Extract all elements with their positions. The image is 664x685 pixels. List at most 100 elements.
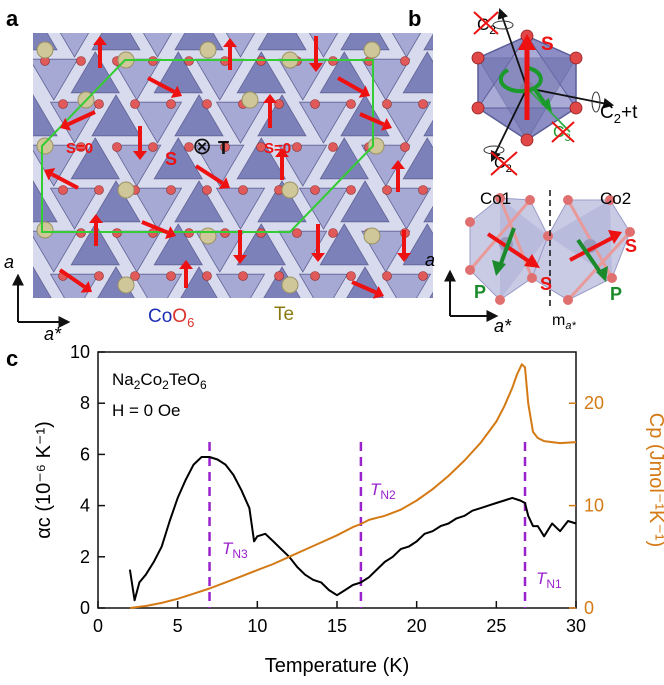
spin-arrow bbox=[194, 164, 224, 185]
compound-label: Na2Co2TeO6 bbox=[112, 370, 207, 392]
spin-arrowhead bbox=[93, 36, 107, 45]
x-tick-label: 20 bbox=[407, 616, 427, 636]
x-tick-label: 30 bbox=[566, 616, 586, 636]
oxygen-atom bbox=[202, 99, 212, 109]
oxygen-atom bbox=[310, 99, 320, 109]
oxygen-atom bbox=[382, 185, 392, 195]
c2-bottom-label: C2 bbox=[494, 155, 512, 175]
spin-arrowhead bbox=[391, 160, 405, 169]
coo6-octahedron bbox=[381, 187, 432, 230]
legend-coo6: CoO6 bbox=[148, 306, 194, 330]
coo6-octahedron bbox=[320, 310, 368, 351]
axis-a-label: a bbox=[4, 252, 14, 272]
oxygen-atom bbox=[94, 271, 104, 281]
oxygen-atom bbox=[148, 142, 158, 152]
coo6-octahedron bbox=[298, 101, 349, 144]
spin-arrowhead bbox=[89, 214, 103, 223]
oxygen-atom bbox=[166, 271, 176, 281]
oxygen-atom bbox=[382, 271, 392, 281]
coo6-octahedron bbox=[319, 137, 369, 180]
coo6-octahedron bbox=[132, 187, 183, 230]
te-atom bbox=[36, 41, 54, 59]
te-atom bbox=[367, 137, 385, 155]
coo6-octahedron bbox=[59, 33, 90, 58]
coo6-octahedron bbox=[236, 137, 286, 180]
oxygen-atom bbox=[220, 142, 230, 152]
spin-arrowhead bbox=[218, 177, 230, 189]
b-axis-a-label: a bbox=[425, 250, 435, 270]
oxygen-atom bbox=[274, 271, 284, 281]
spin-arrowhead bbox=[275, 148, 289, 157]
oxygen-atom bbox=[94, 185, 104, 195]
oxygen-atom bbox=[130, 271, 140, 281]
spin-arrowhead bbox=[165, 226, 176, 240]
oxygen-atom bbox=[274, 99, 284, 109]
te-atom bbox=[117, 276, 135, 294]
coo6-octahedron bbox=[319, 51, 369, 94]
oxygen-atom bbox=[437, 143, 446, 152]
oxygen-atom bbox=[58, 185, 68, 195]
oxygen-atom bbox=[257, 315, 266, 324]
coo6-octahedron bbox=[429, 291, 433, 298]
c2t-label: C2+t bbox=[600, 102, 638, 126]
coo6-octahedron bbox=[423, 33, 433, 51]
oxygen-atom bbox=[202, 271, 212, 281]
spin-arrowhead bbox=[311, 253, 325, 262]
t-label: T bbox=[218, 138, 229, 158]
oxygen-atom bbox=[365, 315, 374, 324]
te-atom bbox=[36, 221, 54, 239]
oxygen-atom bbox=[437, 229, 446, 238]
panel-b-letter: b bbox=[408, 6, 421, 31]
oxygen-atom bbox=[113, 315, 122, 324]
oxygen-atom bbox=[455, 272, 464, 281]
oxygen-atom bbox=[346, 99, 356, 109]
x-tick-label: 25 bbox=[486, 616, 506, 636]
co1-polarization-arrow bbox=[498, 227, 516, 267]
b-axis-astar-label: a* bbox=[494, 316, 512, 336]
spin-arrowhead bbox=[170, 85, 182, 98]
oxygen-atom bbox=[310, 271, 320, 281]
coo6-octahedron bbox=[33, 94, 58, 137]
spin-arrowhead bbox=[380, 117, 392, 131]
panel-c-letter: c bbox=[6, 346, 18, 371]
oxygen-atom bbox=[256, 142, 266, 152]
co2-polarization-arrow bbox=[576, 238, 602, 274]
coo6-octahedron bbox=[132, 101, 183, 144]
spin-arrow bbox=[359, 112, 385, 127]
coo6-octahedron bbox=[402, 223, 433, 266]
tn3-label: TN3 bbox=[222, 539, 248, 561]
oxygen-atom bbox=[328, 142, 338, 152]
c2-axis-bottom-arrow bbox=[490, 87, 528, 162]
coo6-octahedron bbox=[278, 230, 328, 273]
coo6-octahedron bbox=[278, 144, 328, 187]
spin-s-top-label: S bbox=[541, 34, 554, 55]
y-left-tick-label: 6 bbox=[80, 444, 90, 464]
spin-arrows bbox=[44, 36, 411, 299]
coo6-octahedron bbox=[340, 180, 390, 223]
oxygen-atom bbox=[400, 142, 410, 152]
data-series bbox=[128, 363, 577, 609]
oxygen-atom bbox=[329, 315, 338, 324]
plot-frame bbox=[97, 351, 577, 609]
oxygen-atom bbox=[418, 99, 428, 109]
te-atom bbox=[36, 137, 54, 155]
panel-a: a S=0 S=0 S ⊗ T a a* CoO6 Te bbox=[4, 6, 464, 351]
c2-axis-top-arrow bbox=[497, 7, 528, 89]
cp-curve bbox=[129, 363, 577, 609]
co1-spin-arrow bbox=[486, 232, 532, 264]
spin-arrowhead bbox=[397, 253, 411, 262]
oxygen-atom bbox=[437, 315, 446, 324]
oxygen-atom bbox=[221, 315, 230, 324]
co2-p-label: P bbox=[610, 284, 622, 304]
green-rotation-arrow bbox=[498, 66, 543, 94]
oxygen-atom bbox=[238, 271, 248, 281]
oxygen-atom bbox=[400, 56, 410, 66]
coo6-octahedron bbox=[225, 33, 256, 58]
te-atom bbox=[199, 227, 217, 245]
oxygen-atom bbox=[76, 142, 86, 152]
spin-arrowhead bbox=[80, 281, 92, 293]
coo6-octahedron bbox=[153, 137, 203, 180]
coo6-octahedron bbox=[340, 33, 390, 51]
spin-arrowhead bbox=[309, 63, 323, 72]
